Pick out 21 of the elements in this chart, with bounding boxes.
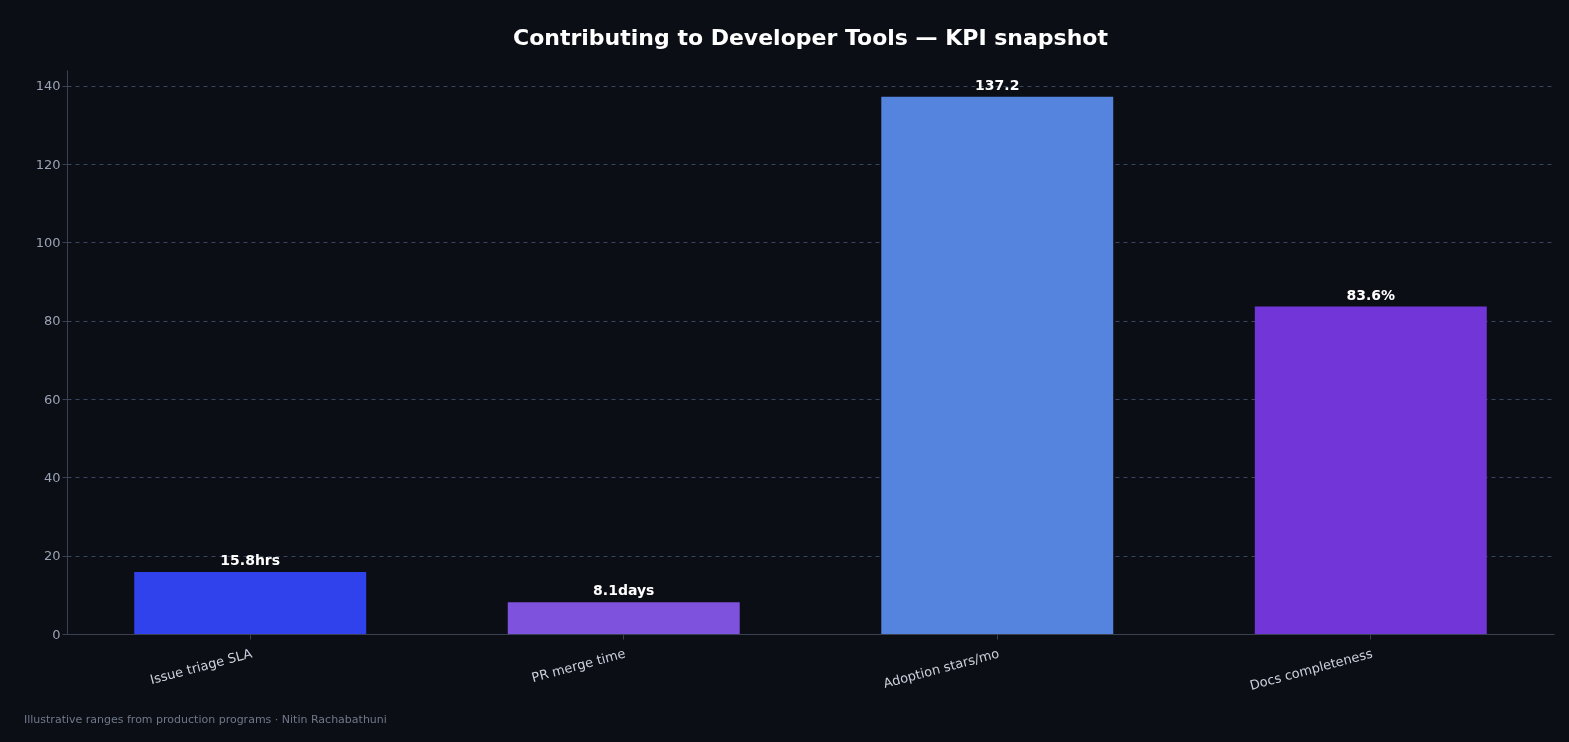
x-tick-label: Adoption stars/mo <box>881 645 1001 691</box>
x-tick-label: Issue triage SLA <box>148 645 254 688</box>
bar <box>881 96 1114 634</box>
data-label: 83.6% <box>1346 286 1396 303</box>
y-tick-label: 20 <box>43 548 61 564</box>
text: Illustrative ranges from production programs · Nitin Rachabathuni <box>24 713 387 726</box>
bar <box>507 602 740 634</box>
chart-title: Contributing to Developer Tools — KPI snapshot <box>513 25 1109 50</box>
y-tick-label: 120 <box>35 156 61 172</box>
data-label: 15.8hrs <box>220 552 281 569</box>
bar <box>134 572 367 634</box>
bar <box>1254 306 1487 634</box>
data-label: 137.2 <box>975 76 1020 93</box>
y-tick-label: 100 <box>35 234 61 250</box>
y-tick-label: 60 <box>43 391 61 407</box>
data-label: 8.1days <box>593 582 655 599</box>
y-tick-label: 140 <box>35 78 61 94</box>
x-tick-label: PR merge time <box>529 645 628 686</box>
y-tick-label: 0 <box>52 626 61 642</box>
y-tick-label: 80 <box>43 313 61 329</box>
y-tick-label: 40 <box>43 469 61 485</box>
